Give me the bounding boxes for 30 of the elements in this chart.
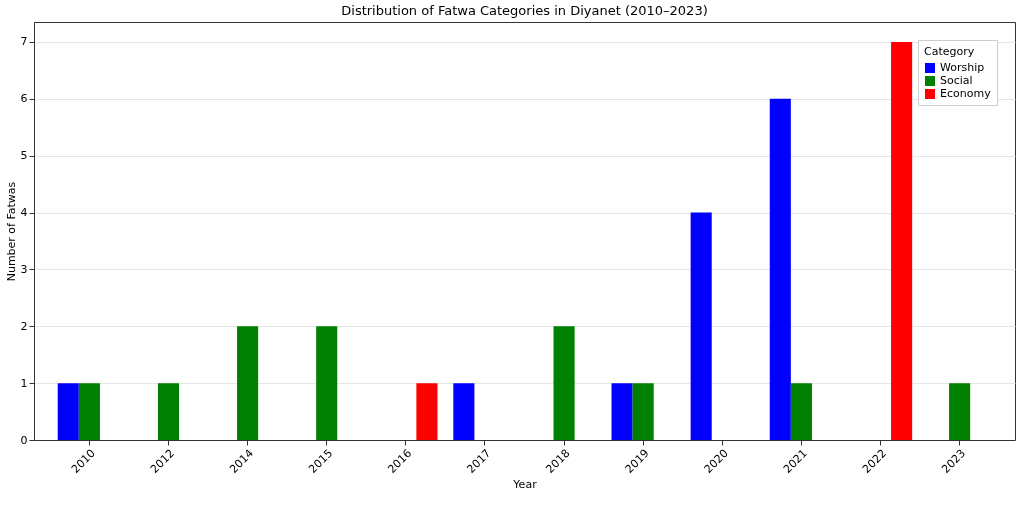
legend-label: Worship [940, 61, 985, 74]
y-tick-label: 2 [20, 319, 28, 333]
bar [690, 212, 712, 440]
bar [949, 383, 971, 440]
legend-title: Category [924, 45, 975, 58]
bar [416, 383, 438, 440]
bar [553, 326, 575, 440]
legend-label: Social [940, 74, 973, 87]
bar [611, 383, 633, 440]
y-tick-label: 7 [20, 35, 28, 49]
bar [632, 383, 654, 440]
y-tick-label: 0 [20, 433, 28, 447]
bar [57, 383, 79, 440]
legend-label: Economy [940, 87, 992, 100]
bar [790, 383, 812, 440]
bar [78, 383, 100, 440]
y-tick-label: 6 [20, 92, 28, 106]
y-tick-label: 5 [20, 149, 28, 163]
chart-title: Distribution of Fatwa Categories in Diyanet (2010–2023) [341, 3, 708, 18]
bar [316, 326, 338, 440]
bar [453, 383, 475, 440]
bar [237, 326, 259, 440]
bar [769, 98, 791, 440]
x-axis-title: Year [512, 478, 538, 492]
y-tick-label: 3 [20, 262, 28, 276]
bar [891, 41, 913, 440]
bar [157, 383, 180, 440]
y-axis-title: Number of Fatwas [4, 181, 18, 282]
y-tick-label: 1 [20, 376, 28, 390]
y-tick-label: 4 [20, 206, 28, 220]
